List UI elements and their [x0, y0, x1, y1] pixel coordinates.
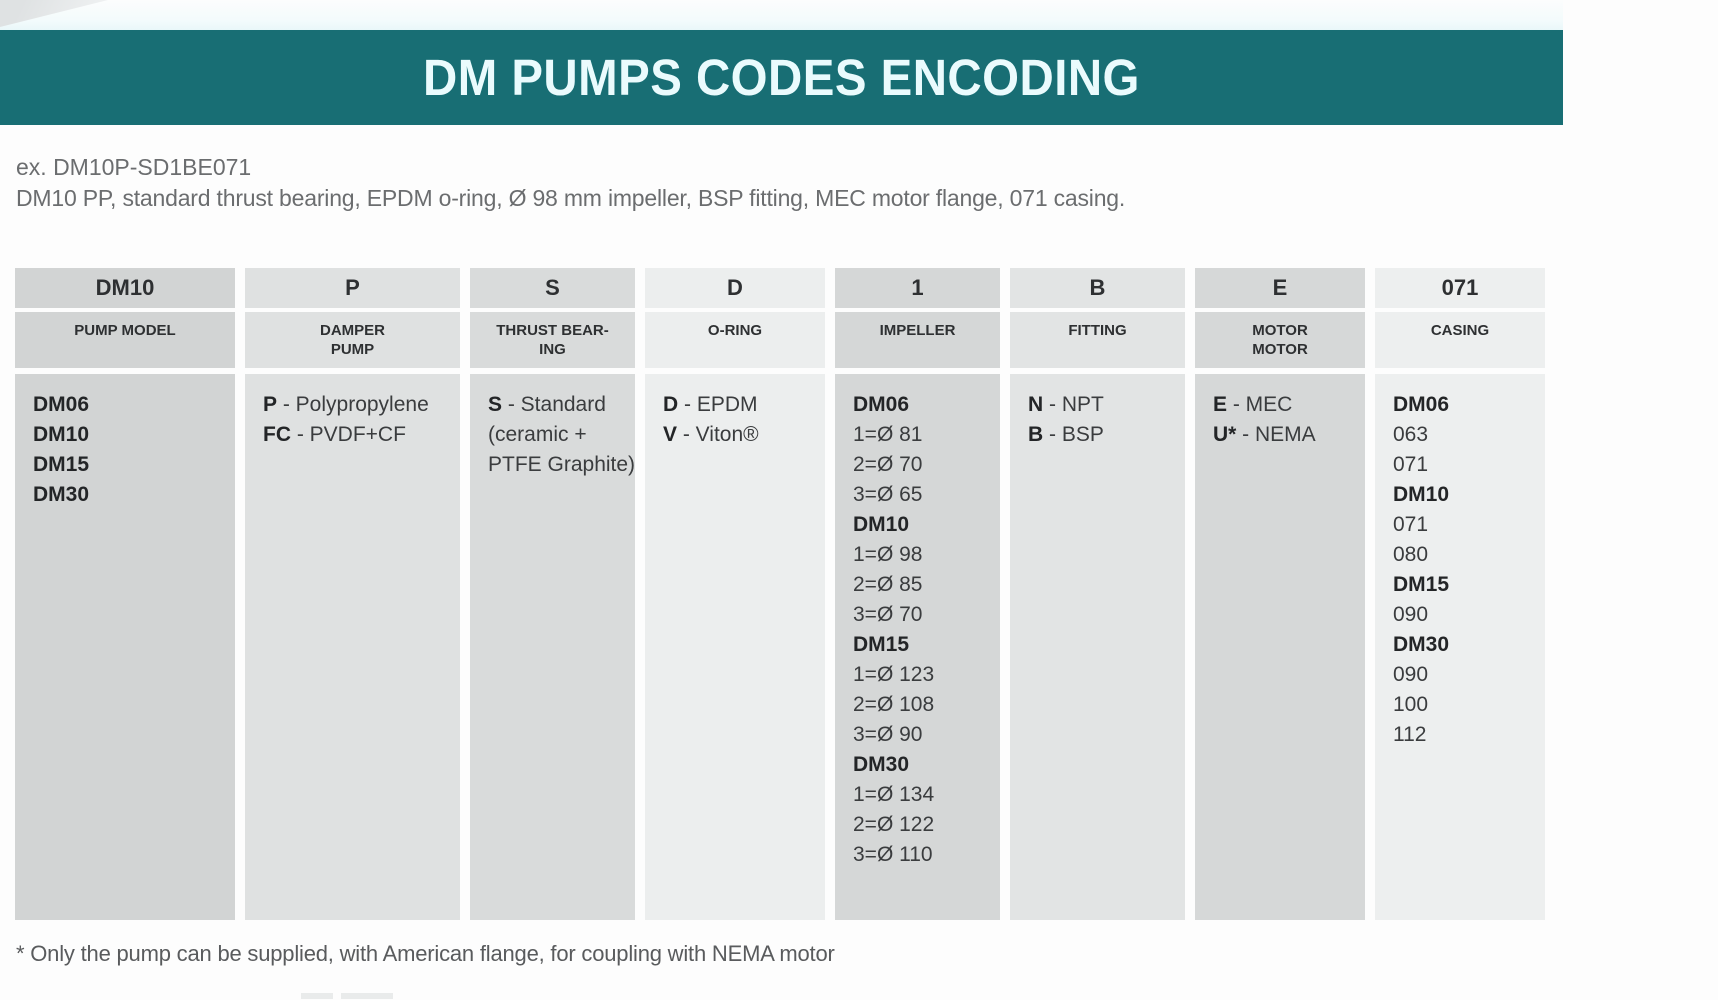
example-description: DM10 PP, standard thrust bearing, EPDM o… [16, 185, 1126, 211]
entry-line: N - NPT [1028, 393, 1104, 416]
bottom-crop-mark [301, 993, 333, 999]
entry-line: V - Viton® [663, 423, 759, 446]
table-column: P DAMPER PUMP P - Polypropylene FC - PVDF… [245, 268, 460, 920]
entry-line: DM06 [1393, 393, 1450, 416]
entry-line: DM30 [33, 483, 90, 506]
label-cell: FITTING [1010, 312, 1185, 368]
top-band [0, 0, 1563, 30]
encoding-table: DM10 PUMP MODEL DM06 DM10 DM15 DM30 P DAMPE… [15, 268, 1545, 920]
entry-line: DM30 [853, 753, 910, 776]
bottom-crop-mark [341, 993, 393, 999]
page-title: DM PUMPS CODES ENCODING [423, 49, 1140, 106]
entry-line: 3=Ø 70 [853, 603, 923, 626]
code-cell: 1 [835, 268, 1000, 308]
example-code: ex. DM10P-SD1BE071 [16, 154, 252, 180]
label-cell: CASING [1375, 312, 1545, 368]
body-cell: E - MEC U* - NEMA [1195, 374, 1365, 920]
table-column: 1 IMPELLER DM06 1=Ø 81 2=Ø 70 3=Ø 65 DM10 1=Ø… [835, 268, 1000, 920]
entry-line: 1=Ø 123 [853, 663, 935, 686]
entry-line: FC - PVDF+CF [263, 423, 406, 446]
code-cell: S [470, 268, 635, 308]
entry-line: 1=Ø 134 [853, 783, 935, 806]
example-block: ex. DM10P-SD1BE071 DM10 PP, standard thr… [16, 152, 1125, 214]
entry-line: 071 [1393, 453, 1429, 476]
code-cell: P [245, 268, 460, 308]
entry-line: U* - NEMA [1213, 423, 1316, 446]
entry-line: DM10 [33, 423, 90, 446]
entry-line: PTFE Graphite) [488, 453, 636, 476]
entry-line: 100 [1393, 693, 1429, 716]
code-cell: DM10 [15, 268, 235, 308]
entry-line: P - Polypropylene [263, 393, 429, 416]
body-cell: D - EPDM V - Viton® [645, 374, 825, 920]
entry-line: 080 [1393, 543, 1429, 566]
code-cell: B [1010, 268, 1185, 308]
table-column: 071 CASING DM06 063 071 DM10 071 080 DM15 090 DM… [1375, 268, 1545, 920]
table-column: S THRUST BEAR- ING S - Standard (ceramic … [470, 268, 635, 920]
entry-line: 2=Ø 70 [853, 453, 923, 476]
label-cell: IMPELLER [835, 312, 1000, 368]
code-cell: D [645, 268, 825, 308]
entry-line: 3=Ø 90 [853, 723, 923, 746]
body-cell: S - Standard (ceramic + PTFE Graphite) [470, 374, 635, 920]
entry-line: 3=Ø 110 [853, 843, 933, 866]
entry-line: (ceramic + [488, 423, 587, 446]
entry-line: DM10 [1393, 483, 1450, 506]
entry-line: 2=Ø 85 [853, 573, 923, 596]
entry-line: DM15 [1393, 573, 1450, 596]
footnote: * Only the pump can be supplied, with Am… [16, 941, 835, 966]
table-column: E MOTOR MOTOR E - MEC U* - NEMA [1195, 268, 1365, 920]
label-cell: MOTOR MOTOR [1195, 312, 1365, 368]
entry-line: DM30 [1393, 633, 1450, 656]
entry-line: DM06 [33, 393, 90, 416]
label-cell: DAMPER PUMP [245, 312, 460, 368]
entry-line: 3=Ø 65 [853, 483, 923, 506]
body-cell: P - Polypropylene FC - PVDF+CF [245, 374, 460, 920]
label-cell: PUMP MODEL [15, 312, 235, 368]
label-cell: THRUST BEAR- ING [470, 312, 635, 368]
entry-line: 090 [1393, 603, 1429, 626]
entry-line: 1=Ø 81 [853, 423, 923, 446]
entry-line: 1=Ø 98 [853, 543, 923, 566]
table-column: DM10 PUMP MODEL DM06 DM10 DM15 DM30 [15, 268, 235, 920]
entry-line: 112 [1393, 723, 1427, 746]
body-cell: DM06 DM10 DM15 DM30 [15, 374, 235, 920]
entry-line: 090 [1393, 663, 1429, 686]
body-cell: DM06 063 071 DM10 071 080 DM15 090 DM30 090 100 112 [1375, 374, 1545, 920]
entry-line: B - BSP [1028, 423, 1104, 446]
entry-line: D - EPDM [663, 393, 758, 416]
entry-line: E - MEC [1213, 393, 1293, 416]
code-cell: 071 [1375, 268, 1545, 308]
table-column: D O-RING D - EPDM V - Viton® [645, 268, 825, 920]
entry-line: 2=Ø 108 [853, 693, 935, 716]
entry-line: DM15 [853, 633, 910, 656]
entry-line: DM10 [853, 513, 910, 536]
body-cell: DM06 1=Ø 81 2=Ø 70 3=Ø 65 DM10 1=Ø 98 2=Ø 85 3=… [835, 374, 1000, 920]
entry-line: 063 [1393, 423, 1429, 446]
page-header-bar: DM PUMPS CODES ENCODING [0, 30, 1563, 125]
entry-line: DM15 [33, 453, 90, 476]
label-cell: O-RING [645, 312, 825, 368]
code-cell: E [1195, 268, 1365, 308]
entry-line: 2=Ø 122 [853, 813, 935, 836]
entry-line: S - Standard [488, 393, 606, 416]
entry-line: 071 [1393, 513, 1429, 536]
entry-line: DM06 [853, 393, 910, 416]
table-column: B FITTING N - NPT B - BSP [1010, 268, 1185, 920]
body-cell: N - NPT B - BSP [1010, 374, 1185, 920]
